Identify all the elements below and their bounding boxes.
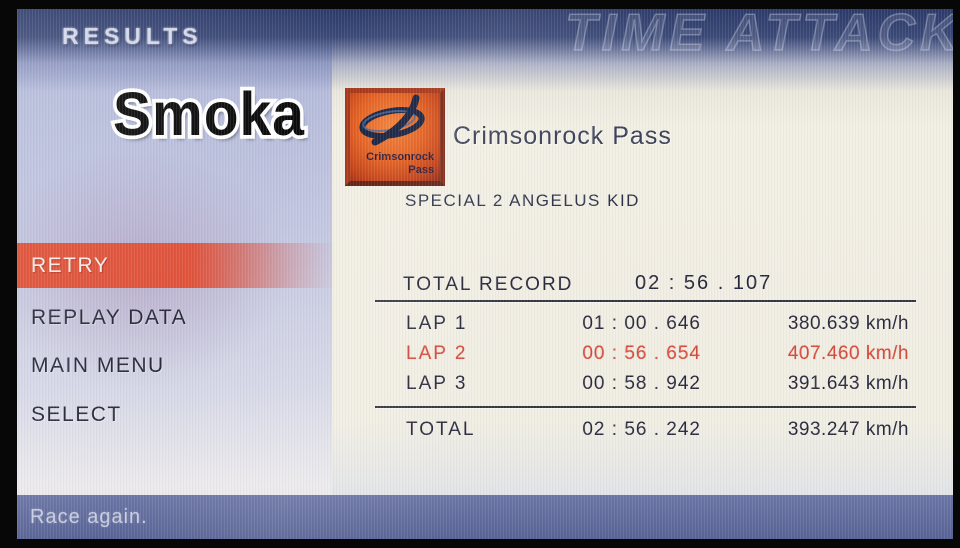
game-screen: RESULTS TIME ATTACK Smoka Smoka RETRY RE… bbox=[17, 9, 953, 539]
lap-row-3: LAP 3 00 : 58 . 942 391.643 km/h bbox=[375, 373, 916, 399]
menu-item-select[interactable]: SELECT bbox=[31, 403, 122, 426]
lap-1-time: 01 : 00 . 646 bbox=[582, 313, 701, 334]
total-record-value: 02 : 56 . 107 bbox=[635, 272, 773, 294]
lap-2-time: 00 : 56 . 654 bbox=[582, 343, 701, 364]
page-title: RESULTS bbox=[62, 23, 203, 49]
track-name: Crimsonrock Pass bbox=[453, 122, 672, 150]
lap-3-time: 00 : 58 . 942 bbox=[582, 373, 701, 394]
lap-row-1: LAP 1 01 : 00 . 646 380.639 km/h bbox=[375, 313, 916, 339]
lap-row-2-best: LAP 2 00 : 56 . 654 407.460 km/h bbox=[375, 343, 916, 369]
menu-item-retry[interactable]: RETRY bbox=[31, 254, 110, 277]
lap-2-speed: 407.460 km/h bbox=[787, 343, 909, 364]
photo-owner-watermark-outline: Smoka bbox=[110, 76, 308, 153]
status-bar: Race again. bbox=[17, 495, 953, 539]
lap-3-speed: 391.643 km/h bbox=[787, 373, 909, 394]
selected-menu-highlight bbox=[17, 243, 335, 288]
photo-owner-watermark-text: Smoka bbox=[113, 80, 305, 150]
lap-1-speed: 380.639 km/h bbox=[787, 313, 909, 334]
table-divider-top bbox=[375, 300, 916, 302]
photo-owner-watermark: Smoka Smoka bbox=[110, 76, 308, 153]
track-icon-label-line2: Pass bbox=[408, 164, 434, 176]
lap-2-label: LAP 2 bbox=[406, 343, 468, 364]
track-subtitle: SPECIAL 2 ANGELUS KID bbox=[405, 191, 640, 210]
total-time: 02 : 56 . 242 bbox=[582, 419, 701, 440]
menu-item-replay-data[interactable]: REPLAY DATA bbox=[31, 306, 188, 329]
lap-3-label: LAP 3 bbox=[406, 373, 468, 394]
total-row: TOTAL 02 : 56 . 242 393.247 km/h bbox=[375, 419, 916, 445]
total-label: TOTAL bbox=[406, 419, 476, 440]
total-record-label: TOTAL RECORD bbox=[403, 274, 574, 295]
track-icon-label-line1: Crimsonrock bbox=[366, 151, 435, 163]
table-divider-bottom bbox=[375, 406, 916, 408]
track-logo-swirl-icon: Crimsonrock Pass bbox=[359, 94, 435, 176]
status-hint: Race again. bbox=[30, 506, 148, 528]
total-speed: 393.247 km/h bbox=[787, 419, 909, 440]
track-icon: Crimsonrock Pass bbox=[345, 88, 445, 186]
lap-1-label: LAP 1 bbox=[406, 313, 468, 334]
menu-item-main-menu[interactable]: MAIN MENU bbox=[31, 354, 165, 377]
